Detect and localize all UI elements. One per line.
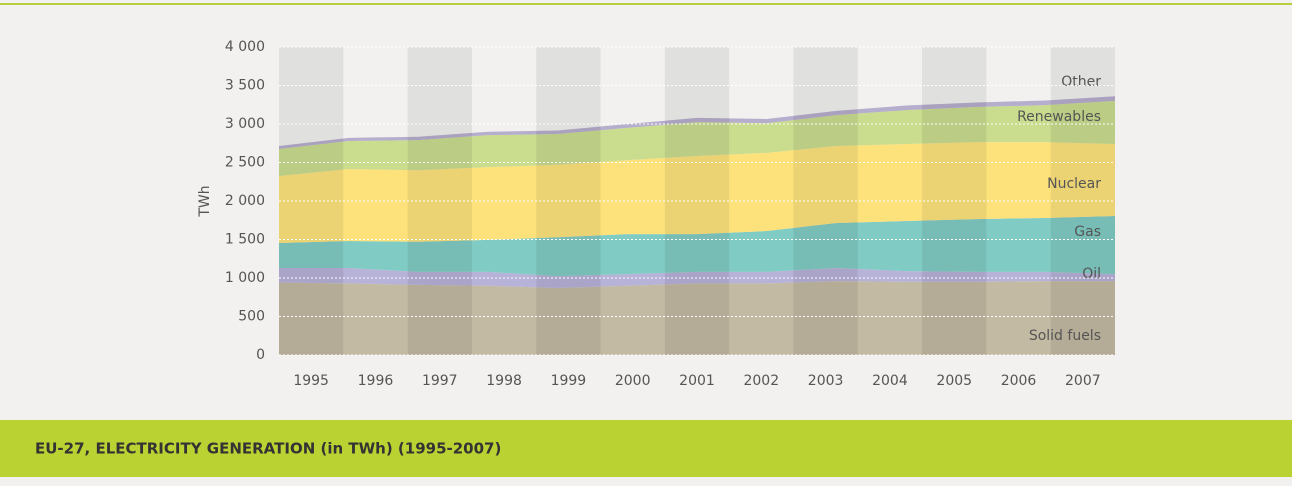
y-tick-label: 2 000 — [225, 193, 265, 209]
y-axis-label: TWh — [197, 185, 213, 217]
y-tick-label: 1 500 — [225, 232, 265, 248]
x-tick-label: 2003 — [808, 373, 844, 389]
x-tick-label: 1999 — [551, 373, 587, 389]
y-tick-label: 2 500 — [225, 155, 265, 171]
y-tick-label: 1 000 — [225, 270, 265, 286]
y-tick-label: 3 500 — [225, 78, 265, 94]
x-tick-label: 2005 — [936, 373, 972, 389]
x-tick-label: 2006 — [1001, 373, 1037, 389]
series-label: Oil — [1082, 266, 1101, 282]
top-rule — [0, 3, 1292, 5]
y-tick-label: 0 — [256, 347, 265, 363]
area — [279, 96, 1115, 150]
series-label: Other — [1061, 74, 1101, 90]
x-tick-label: 2007 — [1065, 373, 1101, 389]
area — [279, 281, 1115, 355]
x-tick-label: 2001 — [679, 373, 715, 389]
y-tick-label: 3 000 — [225, 116, 265, 132]
series-label: Gas — [1074, 224, 1101, 240]
series-label: Solid fuels — [1029, 328, 1101, 344]
series-label: Renewables — [1017, 109, 1101, 125]
x-tick-label: 1998 — [486, 373, 522, 389]
area — [279, 142, 1115, 243]
x-tick-label: 2004 — [872, 373, 908, 389]
x-tick-label: 1995 — [293, 373, 329, 389]
area — [279, 216, 1115, 277]
series-label: Nuclear — [1047, 176, 1101, 192]
chart-title: EU-27, ELECTRICITY GENERATION (in TWh) (… — [35, 440, 501, 458]
x-tick-label: 2000 — [615, 373, 651, 389]
footer-band — [0, 420, 1292, 477]
x-tick-label: 1996 — [358, 373, 394, 389]
x-tick-label: 1997 — [422, 373, 458, 389]
y-tick-label: 4 000 — [225, 39, 265, 55]
area — [279, 100, 1115, 176]
x-tick-label: 2002 — [743, 373, 779, 389]
y-tick-label: 500 — [238, 309, 265, 325]
